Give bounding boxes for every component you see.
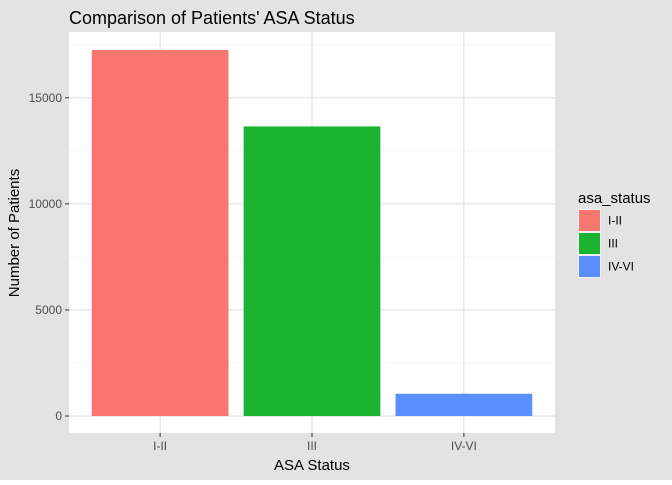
legend-key-i-ii bbox=[579, 210, 600, 231]
y-axis-label: Number of Patients bbox=[6, 169, 23, 297]
legend: asa_status I-II III IV-VI bbox=[578, 190, 651, 278]
plot-panel bbox=[69, 32, 555, 433]
x-axis: I-II III IV-VI bbox=[153, 433, 477, 453]
chart-title: Comparison of Patients' ASA Status bbox=[69, 8, 355, 28]
x-tick-label: I-II bbox=[153, 439, 167, 453]
x-tick-label: III bbox=[307, 439, 317, 453]
bar-i-ii bbox=[91, 50, 229, 417]
x-tick-label: IV-VI bbox=[451, 439, 477, 453]
legend-items: I-II III IV-VI bbox=[578, 209, 634, 278]
legend-label: I-II bbox=[608, 214, 622, 228]
legend-key-iii bbox=[579, 233, 600, 254]
y-tick-label: 15000 bbox=[29, 91, 63, 105]
legend-key-iv-vi bbox=[579, 256, 600, 277]
y-tick-label: 10000 bbox=[29, 197, 63, 211]
bars bbox=[91, 50, 533, 417]
legend-title: asa_status bbox=[578, 190, 651, 207]
x-axis-label: ASA Status bbox=[274, 457, 350, 474]
bar-iv-vi bbox=[395, 393, 533, 417]
y-tick-label: 5000 bbox=[35, 303, 62, 317]
legend-label: IV-VI bbox=[608, 260, 634, 274]
y-axis: 0 5000 10000 15000 bbox=[29, 91, 69, 423]
legend-label: III bbox=[608, 237, 618, 251]
y-tick-label: 0 bbox=[55, 409, 62, 423]
bar-iii bbox=[243, 126, 381, 417]
